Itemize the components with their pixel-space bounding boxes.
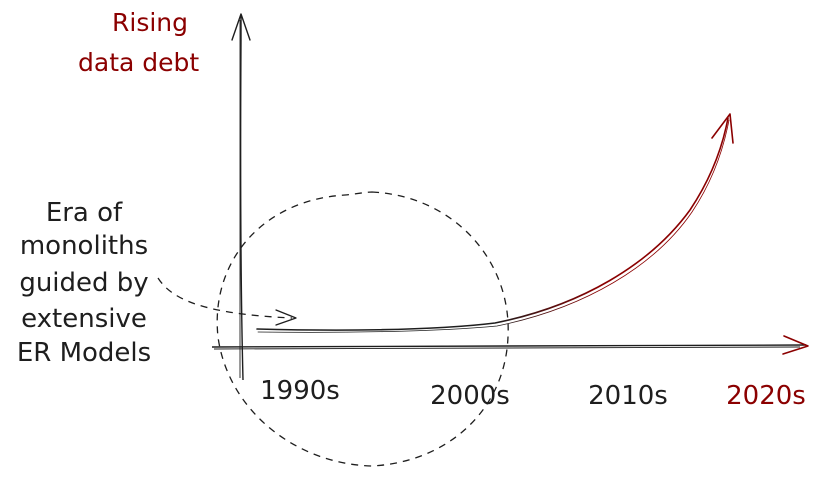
y-axis-arrowhead <box>231 13 251 41</box>
x-tick-label-2000s: 2000s <box>430 381 510 411</box>
x-tick-label-2010s: 2010s <box>588 381 668 411</box>
era-dashed-circle <box>216 191 509 467</box>
annotation-pointer-line <box>157 277 293 319</box>
annotation-line-5: ER Models <box>17 338 151 368</box>
x-axis-line <box>211 344 807 348</box>
annotation-pointer <box>157 277 297 326</box>
annotation-line-4: extensive <box>21 304 147 334</box>
x-axis-arrowhead <box>782 335 809 355</box>
annotation-line-3: guided by <box>19 268 148 298</box>
x-tick-labels: 1990s 2000s 2010s 2020s <box>260 376 806 411</box>
x-axis <box>211 335 809 355</box>
annotation-line-1: Era of <box>46 198 123 228</box>
y-axis-line-sketch <box>238 19 241 379</box>
annotation-line-2: monoliths <box>20 231 148 261</box>
data-debt-curve-arrowhead <box>711 113 734 144</box>
x-axis-line-sketch <box>213 346 801 350</box>
x-tick-label-1990s: 1990s <box>260 376 340 406</box>
annotation-pointer-arrowhead <box>275 309 297 326</box>
y-axis-label-line-2: data debt <box>78 48 199 77</box>
y-axis-label-line-1: Rising <box>112 8 188 37</box>
data-debt-curve-line-sketch <box>257 119 730 333</box>
y-axis-label: Rising data debt <box>78 8 199 77</box>
data-debt-curve-line <box>256 117 729 331</box>
y-axis-line <box>239 16 244 381</box>
y-axis <box>231 13 251 381</box>
data-debt-curve <box>256 113 734 333</box>
annotation: Era of monoliths guided by extensive ER … <box>17 198 151 368</box>
x-tick-label-2020s: 2020s <box>726 381 806 411</box>
